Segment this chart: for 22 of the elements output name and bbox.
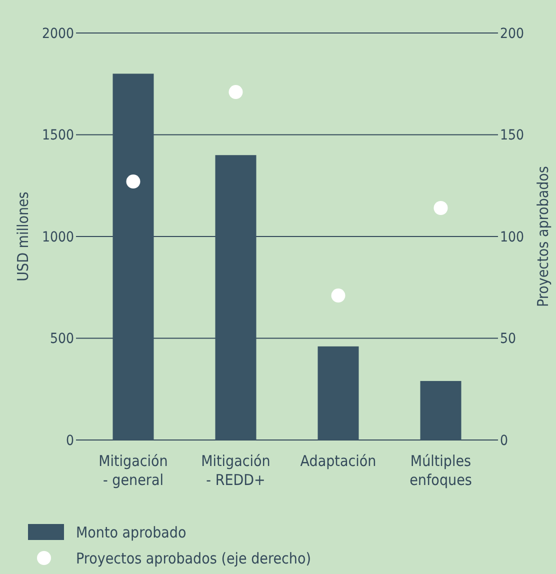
y-tick-label: 1500 <box>42 128 74 144</box>
x-tick-label: Mitigación - REDD+ <box>201 452 270 489</box>
y-tick-label: 0 <box>66 432 74 449</box>
legend-label: Monto aprobado <box>76 523 186 542</box>
x-tick-label: Múltiples enfoques <box>410 452 472 489</box>
y2-tick-label: 0 <box>500 432 508 449</box>
y-tick-label: 2000 <box>42 26 74 42</box>
x-tick-label: Mitigación - general <box>98 452 168 489</box>
point <box>228 85 243 100</box>
x-tick-label: Adaptación <box>300 452 376 470</box>
point <box>126 174 140 189</box>
y-axis-title: USD millones <box>14 192 32 282</box>
point <box>331 288 346 303</box>
y2-tick-label: 200 <box>500 26 524 42</box>
y-tick-label: 1000 <box>42 229 74 246</box>
legend-label: Proyectos aprobados (eje derecho) <box>76 549 311 568</box>
y2-tick-label: 50 <box>500 331 516 348</box>
y2-tick-label: 100 <box>500 229 524 246</box>
y-tick-label: 500 <box>50 331 74 348</box>
point <box>434 201 448 216</box>
y2-axis-title: Proyectos aprobados <box>534 166 552 307</box>
y2-tick-label: 150 <box>500 128 524 144</box>
